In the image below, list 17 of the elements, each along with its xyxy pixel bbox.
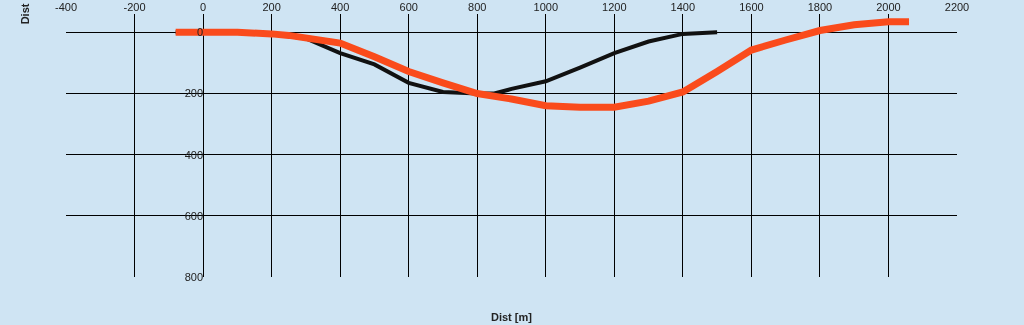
- x-tick-label: 1400: [670, 0, 696, 13]
- x-tick-label: 600: [399, 0, 418, 13]
- y-tick-label: 0: [196, 26, 204, 39]
- x-tick-label: 1200: [602, 0, 627, 13]
- x-axis-title: Dist [m]: [491, 311, 533, 323]
- x-tick-label: 400: [330, 0, 350, 13]
- x-tick-label: 2200: [944, 0, 970, 13]
- x-tick-label: 2000: [876, 0, 901, 13]
- x-tick-label: 1000: [533, 0, 559, 13]
- x-tick-label: 1600: [739, 0, 764, 13]
- x-tick-label: -200: [123, 0, 146, 13]
- x-tick-label: 1800: [807, 0, 833, 13]
- y-axis-title: Dist: [18, 3, 31, 25]
- x-tick-label: 200: [262, 0, 281, 13]
- x-tick-label: -400: [54, 0, 78, 13]
- y-tick-label: 800: [184, 270, 204, 283]
- x-tick-label: 800: [468, 0, 487, 13]
